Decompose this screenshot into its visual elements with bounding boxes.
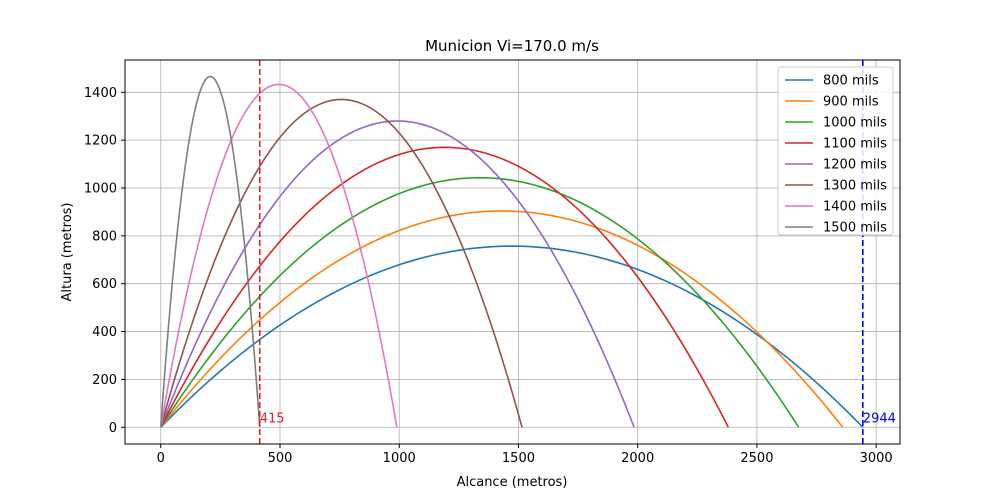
legend-label: 1200 mils xyxy=(823,158,887,173)
y-tick-label: 200 xyxy=(92,373,117,388)
reference-label: 415 xyxy=(260,411,285,426)
y-tick-label: 0 xyxy=(109,421,117,436)
chart-title: Municion Vi=170.0 m/s xyxy=(425,37,599,55)
series-line xyxy=(160,120,635,428)
y-tick-label: 800 xyxy=(92,229,117,244)
legend-label: 800 mils xyxy=(823,74,879,89)
y-tick-label: 1400 xyxy=(84,86,117,101)
plot-frame xyxy=(124,59,901,445)
legend-label: 1000 mils xyxy=(823,116,887,131)
series-line xyxy=(160,146,730,428)
x-tick-label: 500 xyxy=(268,451,293,466)
series-line xyxy=(160,176,800,428)
series-line xyxy=(160,210,844,428)
grid xyxy=(125,60,900,444)
legend-label: 1400 mils xyxy=(823,200,887,215)
x-tick-label: 2000 xyxy=(621,451,654,466)
series-line xyxy=(159,75,261,428)
x-tick-label: 0 xyxy=(157,451,165,466)
legend-box xyxy=(777,66,894,236)
x-tick-label: 3000 xyxy=(860,451,893,466)
series-line xyxy=(159,98,523,428)
series-line xyxy=(160,245,864,428)
y-axis-title: Altura (metros) xyxy=(60,203,75,302)
series-layer xyxy=(159,75,864,428)
legend: 800 mils 900 mils 1000 mils 1100 mils 1200 m… xyxy=(777,66,894,236)
legend-label: 1100 mils xyxy=(823,137,887,152)
x-tick-label: 1000 xyxy=(383,451,416,466)
y-tick-label: 1200 xyxy=(84,134,117,149)
y-tick-label: 600 xyxy=(92,277,117,292)
x-tick-label: 2500 xyxy=(740,451,773,466)
legend-label: 1300 mils xyxy=(823,179,887,194)
legend-label: 900 mils xyxy=(823,95,879,110)
reference-label: 2944 xyxy=(863,411,896,426)
x-axis: 0 500 1000 1500 2000 2500 3000 xyxy=(157,444,893,466)
x-tick-label: 1500 xyxy=(502,451,535,466)
legend-label: 1500 mils xyxy=(823,221,887,236)
y-tick-label: 1000 xyxy=(84,182,117,197)
series-line xyxy=(159,83,398,428)
x-axis-title: Alcance (metros) xyxy=(457,475,568,490)
y-axis: 0 200 400 600 800 1000 1200 1400 xyxy=(84,86,125,436)
y-tick-label: 400 xyxy=(92,325,117,340)
